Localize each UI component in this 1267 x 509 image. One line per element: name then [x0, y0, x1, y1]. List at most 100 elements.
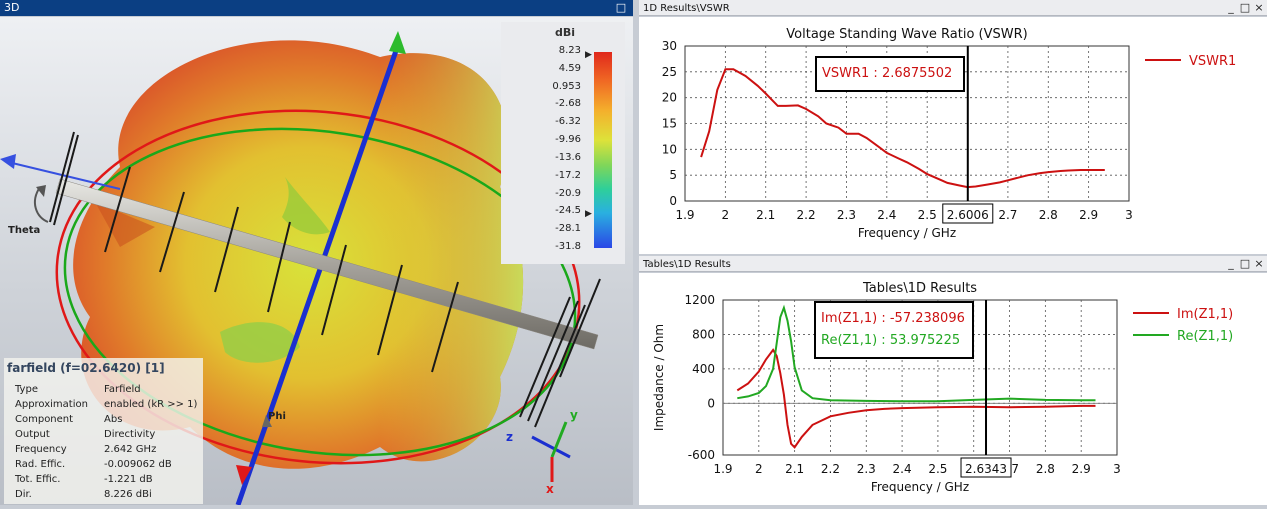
x-tick-label: 2.8: [1039, 208, 1058, 222]
info-row-key: Type: [15, 384, 38, 395]
x-tick-label: 2.2: [797, 208, 816, 222]
x-axis-arrowhead-left: [0, 154, 16, 169]
x-axis-label: Frequency / GHz: [871, 480, 969, 494]
y-tick-label: 5: [669, 168, 677, 182]
series-line-2: [737, 304, 1096, 403]
x-tick-label: 2: [722, 208, 730, 222]
window-titlebar-impedance: Tables\1D Results: [639, 256, 1267, 272]
pattern-null-region-lower: [220, 322, 300, 363]
vswr-minimize-button[interactable]: _: [1228, 1, 1234, 14]
window-titlebar-vswr: 1D Results\VSWR: [639, 0, 1267, 16]
y-tick-label: 0: [669, 194, 677, 208]
marker-x-label: 2.6343: [965, 462, 1007, 476]
z-axis-line: [235, 44, 401, 505]
info-row-value: Directivity: [104, 429, 156, 440]
z-axis-arrowhead: [389, 31, 406, 54]
x-tick-label: 2.3: [857, 462, 876, 476]
theta-axis-label: Theta: [8, 225, 40, 236]
colorbar-slider-marker-icon[interactable]: ▶: [585, 209, 592, 219]
y-tick-label: 20: [662, 91, 677, 105]
x-axis-line-left: [7, 161, 121, 190]
triad-y-label: y: [570, 408, 578, 422]
series-line-1: [736, 348, 1096, 449]
info-row-key: Output: [15, 429, 50, 440]
y-tick-label: 1200: [684, 293, 715, 307]
theta-arc-icon: [33, 186, 49, 223]
colorbar-tick-label: -17.2: [555, 169, 581, 181]
vswr-maximize-button[interactable]: □: [1239, 1, 1251, 14]
x-tick-label: 2.5: [918, 208, 937, 222]
info-row-key: Tot. Effic.: [15, 474, 61, 485]
marker-x-box: [960, 457, 1012, 478]
y-tick-label: 25: [662, 65, 677, 79]
x-tick-label: 2.1: [756, 208, 775, 222]
y-tick-label: 15: [662, 117, 677, 131]
marker-annotation-box: [814, 301, 974, 359]
colorbar-tick-label: -28.1: [555, 223, 581, 235]
legend-label: VSWR1: [1189, 54, 1236, 69]
impedance-close-button[interactable]: ×: [1254, 257, 1264, 270]
series-line-1: [700, 68, 1105, 189]
pattern-null-region-upper: [282, 177, 330, 235]
x-tick-label: 2.3: [837, 208, 856, 222]
x-tick-label: 2.4: [893, 462, 912, 476]
x-tick-label: 2.4: [877, 208, 896, 222]
colorbar-tick-label: 0.953: [552, 80, 581, 92]
farfield-3d-view[interactable]: Theta Phi z y x dBi 8.23 4.59 0.953 -2.68 -6…: [0, 17, 633, 505]
colorbar-tick-label: -13.6: [555, 151, 581, 163]
info-row-key: Frequency: [15, 444, 67, 455]
info-row-key: Component: [15, 414, 74, 425]
y-tick-label: 10: [662, 142, 677, 156]
info-row-key: Rad. Effic.: [15, 459, 66, 470]
marker-annotation-text: Re(Z1,1) : 53.975225: [821, 333, 960, 348]
y-tick-label: 0: [707, 396, 715, 410]
y-tick-label: -600: [688, 448, 715, 462]
marker-annotation-text: VSWR1 : 2.6875502: [822, 66, 952, 81]
theta-ring-red: [55, 109, 581, 465]
info-row-key: Approximation: [15, 399, 88, 410]
x-tick-label: 2.7: [998, 208, 1017, 222]
phi-arrow-icon: [262, 415, 272, 427]
marker-x-label: 2.6006: [947, 208, 989, 222]
colorbar-tick-label: -9.96: [555, 134, 581, 146]
x-axis-label: Frequency / GHz: [858, 226, 956, 240]
impedance-plot-panel[interactable]: Tables\1D Results1.922.12.22.32.42.52.62…: [639, 273, 1267, 505]
coordinate-triad: z y x: [506, 408, 578, 496]
marker-annotation-box: [815, 56, 965, 92]
info-row-key: Dir.: [15, 489, 32, 500]
window-restore-button-3d[interactable]: □: [615, 1, 627, 14]
vswr-plot-panel[interactable]: Voltage Standing Wave Ratio (VSWR) 1.9 2 2.…: [639, 17, 1267, 254]
info-row-value: enabled (kR >> 1): [104, 399, 198, 410]
impedance-minimize-button[interactable]: _: [1228, 257, 1234, 270]
antenna-elements: [49, 131, 601, 428]
x-tick-label: 2.1: [785, 462, 804, 476]
info-row-value: Abs: [104, 414, 123, 425]
impedance-maximize-button[interactable]: □: [1239, 257, 1251, 270]
x-tick-label: 1.9: [713, 462, 732, 476]
x-tick-label: 2.9: [1079, 208, 1098, 222]
y-axis-label: Impedance / Ohm: [652, 324, 666, 431]
x-tick-label: 3: [1113, 462, 1121, 476]
legend-label: Im(Z1,1): [1177, 307, 1233, 322]
antenna-boom: [55, 178, 599, 350]
window-title-impedance: Tables\1D Results: [643, 259, 731, 270]
vswr-close-button[interactable]: ×: [1254, 1, 1264, 14]
x-tick-label: 2: [755, 462, 763, 476]
window-titlebar-3d: 3D: [0, 0, 633, 16]
x-tick-label: 1.9: [675, 208, 694, 222]
x-tick-label: 2.9: [1072, 462, 1091, 476]
chart-title: Tables\1D Results: [862, 281, 977, 296]
colorbar-legend: dBi 8.23 4.59 0.953 -2.68 -6.32 -9.96 -13.6 -17…: [501, 22, 625, 264]
colorbar-tick-label: -31.8: [555, 241, 581, 252]
colorbar-tick-label: -6.32: [555, 116, 581, 128]
colorbar-max-marker-icon: ▶: [585, 50, 592, 60]
x-tick-label: 2.8: [1036, 462, 1055, 476]
info-row-value: Farfield: [104, 384, 141, 395]
theta-arrow-icon: [36, 185, 46, 197]
info-row-value: -0.009062 dB: [104, 459, 172, 470]
triad-x-label: x: [546, 482, 554, 496]
phi-axis-label: Phi: [268, 411, 286, 422]
marker-x-box: [942, 203, 994, 224]
x-tick-label: 2.5: [928, 462, 947, 476]
info-row-value: 2.642 GHz: [104, 444, 157, 455]
